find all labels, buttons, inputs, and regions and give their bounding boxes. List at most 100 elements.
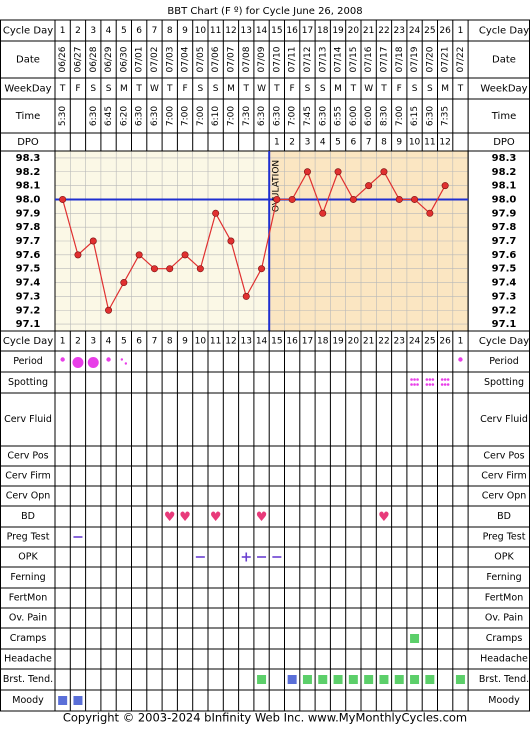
spotting-mark-dot — [410, 383, 413, 386]
time-cell: 6:00 — [364, 106, 374, 126]
date-cell: 06/30 — [119, 46, 129, 72]
weekday-cell: S — [305, 84, 311, 94]
cycle_day-cell: 6 — [136, 26, 142, 36]
temperature-point — [196, 265, 204, 273]
row-label-right: Time — [491, 111, 516, 122]
weekday-cell: S — [90, 84, 96, 94]
blue-square-mark — [287, 675, 297, 684]
dpo-cell: 8 — [381, 138, 387, 148]
obs-row-label-right: Headache — [480, 654, 528, 665]
temperature-point — [349, 195, 357, 203]
obs-row — [0, 465, 530, 487]
temperature-point — [441, 182, 449, 190]
y-tick-left: 97.9 — [16, 208, 41, 219]
time-cell: 6:30 — [89, 106, 99, 126]
temperature-point — [319, 209, 327, 217]
weekday-cell: T — [457, 84, 464, 94]
obs-row — [0, 587, 530, 609]
dpo-cell: 3 — [305, 138, 311, 148]
time-cell: 7:00 — [288, 106, 298, 126]
bd-heart-mark: ♥ — [210, 510, 222, 525]
period-mark-dot — [120, 358, 124, 361]
spotting-mark-dot — [440, 383, 444, 386]
temperature-point — [59, 195, 67, 203]
obs-row — [0, 392, 530, 447]
cycle_day-cell: 14 — [256, 26, 268, 36]
row-label-right: DPO — [493, 137, 515, 148]
cycle_day-cell: 15 — [271, 337, 282, 347]
obs-row-label-right: Cerv Opn — [482, 491, 527, 502]
weekday-cell: S — [213, 84, 219, 94]
cycle_day-cell: 3 — [90, 26, 96, 36]
date-cell: 07/19 — [410, 46, 420, 72]
bd-heart-mark: ♥ — [164, 510, 176, 525]
spotting-mark-dot — [428, 383, 432, 386]
cycle_day-cell: 24 — [409, 337, 421, 347]
date-cell: 07/04 — [181, 46, 191, 72]
cycle_day-cell: 4 — [106, 26, 112, 36]
temperature-point — [212, 209, 220, 217]
cycle_day-cell: 12 — [225, 337, 236, 347]
spotting-mark-dot — [443, 383, 447, 386]
spotting-mark-dot — [428, 378, 432, 381]
time-cell: 6:00 — [349, 106, 359, 126]
weekday-cell: T — [273, 84, 280, 94]
cycle_day-cell: 6 — [136, 337, 142, 347]
weekday-cell: T — [59, 84, 66, 94]
weekday-cell: W — [150, 84, 159, 94]
spotting-mark-dot — [413, 378, 416, 381]
y-tick-left: 97.8 — [16, 222, 41, 233]
time-cell: 7:00 — [395, 106, 405, 126]
obs-row-label-left: Cerv Pos — [7, 451, 48, 462]
date-cell: 07/06 — [211, 46, 221, 72]
y-tick-left: 97.6 — [16, 250, 41, 261]
date-cell: 07/13 — [318, 47, 328, 73]
obs-row-label-right: OPK — [494, 552, 514, 563]
obs-row-label-left: Ov. Pain — [9, 613, 47, 624]
period-mark-small — [106, 357, 111, 362]
period-mark-small — [60, 357, 65, 362]
temperature-point — [89, 237, 97, 245]
row-label-left: Cycle Day — [3, 26, 53, 37]
date-cell: 07/10 — [272, 46, 282, 72]
cycle_day-cell: 21 — [363, 337, 374, 347]
time-cell: 6:30 — [257, 106, 267, 126]
spotting-mark-dot — [416, 383, 419, 386]
obs-row-label-left: Cramps — [10, 633, 47, 644]
dpo-cell: 11 — [424, 138, 435, 148]
date-cell: 06/26 — [58, 46, 68, 72]
y-tick-left: 97.1 — [16, 319, 41, 330]
weekday-cell: M — [441, 84, 449, 94]
date-cell: 07/08 — [242, 46, 252, 72]
cycle_day-cell: 5 — [121, 26, 127, 36]
time-cell: 6:30 — [150, 106, 160, 126]
bd-heart-mark: ♥ — [179, 510, 191, 525]
obs-row-label-left: Ferning — [10, 572, 45, 583]
date-cell: 07/03 — [165, 47, 175, 73]
dpo-cell: 5 — [335, 138, 341, 148]
time-cell: 7:00 — [165, 106, 175, 126]
cycle_day-cell: 11 — [210, 26, 221, 36]
date-cell: 07/01 — [135, 47, 145, 73]
green-square-mark — [410, 634, 420, 643]
spotting-mark-dot — [443, 378, 447, 381]
obs-row-label-right: Period — [489, 356, 519, 367]
cycle_day-cell: 26 — [439, 26, 451, 36]
obs-row-label-right: Moody — [488, 695, 520, 706]
cycle_day-cell: 15 — [271, 26, 282, 36]
obs-row-label-left: Preg Test — [7, 532, 50, 543]
row-label-right: Date — [492, 55, 516, 66]
cycle_day-cell: 26 — [439, 337, 451, 347]
cycle_day-cell: 17 — [302, 26, 313, 36]
date-cell: 07/12 — [303, 47, 313, 73]
green-square-mark — [425, 675, 435, 684]
weekday-cell: F — [397, 84, 402, 94]
time-cell: 7:30 — [242, 106, 252, 126]
time-cell: 6:55 — [334, 106, 344, 126]
row-label-left: Date — [16, 55, 40, 66]
time-cell: 6:30 — [318, 106, 328, 126]
copyright-footer: Copyright © 2003-2024 bInfinity Web Inc.… — [63, 711, 467, 725]
cycle_day-cell: 23 — [394, 337, 405, 347]
obs-row — [0, 485, 530, 507]
cycle_day-cell: 20 — [348, 26, 360, 36]
